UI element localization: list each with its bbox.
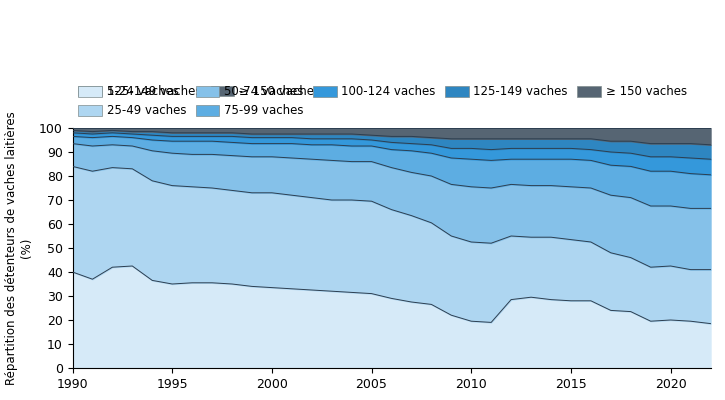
- Legend: 5-24 vaches, 25-49 vaches, 50-74 vaches, 75-99 vaches, 100-124 vaches, 125-149 v: 5-24 vaches, 25-49 vaches, 50-74 vaches,…: [78, 85, 687, 117]
- Y-axis label: Répartition des détenteurs de vaches laitières
(%): Répartition des détenteurs de vaches lai…: [5, 111, 33, 385]
